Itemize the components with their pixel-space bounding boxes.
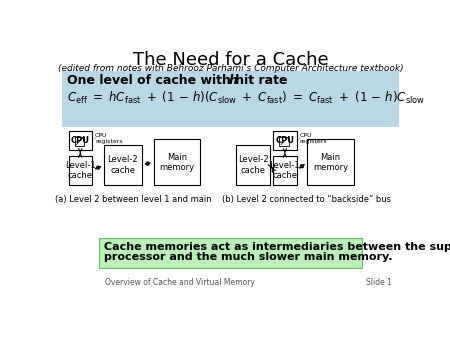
Bar (75, 137, 84, 146)
Text: processor and the much slower main memory.: processor and the much slower main memor… (104, 252, 393, 262)
Text: (edited from notes with Behrooz Parhami’s Computer Architecture textbook): (edited from notes with Behrooz Parhami’… (58, 64, 404, 73)
Text: Cache memories act as intermediaries between the superfast: Cache memories act as intermediaries bet… (104, 242, 450, 252)
Bar (63, 71, 399, 127)
Bar (69, 131, 92, 150)
Text: CPU
registers: CPU registers (300, 133, 327, 144)
Text: Level-1
cache: Level-1 cache (65, 161, 95, 180)
Text: Level-2
cache: Level-2 cache (108, 155, 138, 175)
Text: Main
memory: Main memory (160, 152, 195, 172)
Text: h: h (228, 74, 237, 88)
Text: The Need for a Cache: The Need for a Cache (133, 51, 328, 69)
Text: Level-2
cache: Level-2 cache (238, 155, 268, 175)
Text: CPU: CPU (275, 136, 294, 145)
Bar (273, 131, 297, 150)
Bar (104, 145, 141, 185)
Bar (69, 156, 92, 185)
Text: CPU: CPU (71, 136, 90, 145)
Text: Overview of Cache and Virtual Memory: Overview of Cache and Virtual Memory (105, 278, 255, 287)
Bar (273, 156, 297, 185)
Text: Level-1
cache: Level-1 cache (270, 161, 300, 180)
Text: One level of cache with hit rate: One level of cache with hit rate (67, 74, 292, 88)
Text: Slide 1: Slide 1 (366, 278, 392, 287)
Bar (307, 139, 354, 185)
Text: (a) Level 2 between level 1 and main: (a) Level 2 between level 1 and main (55, 195, 212, 203)
Text: CPU
registers: CPU registers (95, 133, 122, 144)
Bar (99, 238, 362, 268)
Bar (236, 145, 270, 185)
Text: $C_{\mathregular{eff}}$$\mathregular{\ =\ }$$hC_{\mathregular{fast}}$$\mathregul: $C_{\mathregular{eff}}$$\mathregular{\ =… (67, 90, 425, 106)
Text: Main
memory: Main memory (313, 152, 348, 172)
Bar (154, 139, 200, 185)
Text: (b) Level 2 connected to “backside” bus: (b) Level 2 connected to “backside” bus (222, 195, 391, 203)
Bar (279, 137, 289, 146)
